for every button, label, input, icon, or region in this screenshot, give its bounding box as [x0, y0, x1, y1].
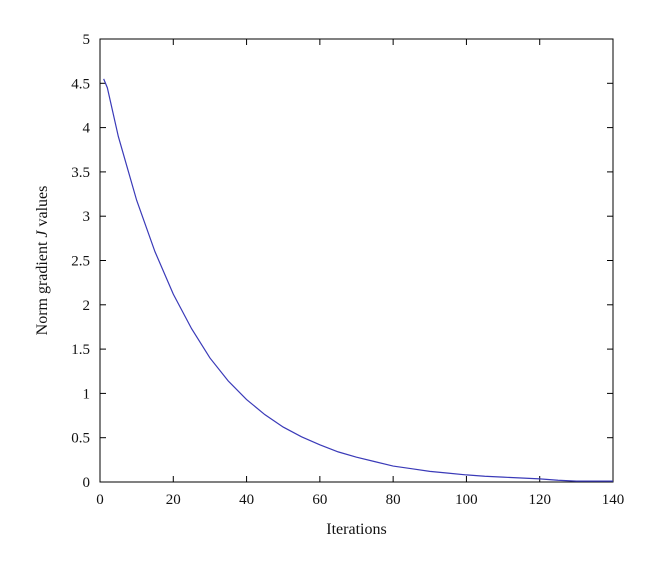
x-tick-label: 120: [528, 492, 551, 508]
x-tick-label: 20: [166, 492, 181, 508]
x-tick-label: 80: [386, 492, 401, 508]
x-tick-label: 60: [312, 492, 327, 508]
plot-frame: [99, 38, 614, 483]
y-tick-label: 0: [83, 475, 91, 491]
x-tick-label: 140: [602, 492, 625, 508]
y-tick-label: 4.5: [71, 76, 90, 92]
y-axis: 0 0.5 1 1.5 2 2.5 3 3.5 4 4.5 5: [71, 32, 613, 491]
y-tick-label: 4: [83, 121, 91, 137]
y-tick-label: 1: [83, 386, 91, 402]
y-tick-label: 3.5: [71, 165, 90, 181]
y-tick-label: 0.5: [71, 431, 90, 447]
y-tick-label: 5: [83, 32, 91, 48]
series-line: [103, 78, 613, 482]
x-tick-label: 100: [455, 492, 478, 508]
y-tick-label: 2.5: [71, 254, 90, 270]
y-tick-label: 3: [83, 209, 91, 225]
x-tick-label: 40: [239, 492, 254, 508]
y-tick-label: 1.5: [71, 342, 90, 358]
x-axis-title: Iterations: [326, 521, 386, 538]
x-axis: 0 20 40 60 80 100 120 140: [96, 39, 624, 508]
y-axis-title: Norm gradient J values: [34, 186, 51, 336]
x-tick-label: 0: [96, 492, 104, 508]
y-tick-label: 2: [83, 298, 91, 314]
